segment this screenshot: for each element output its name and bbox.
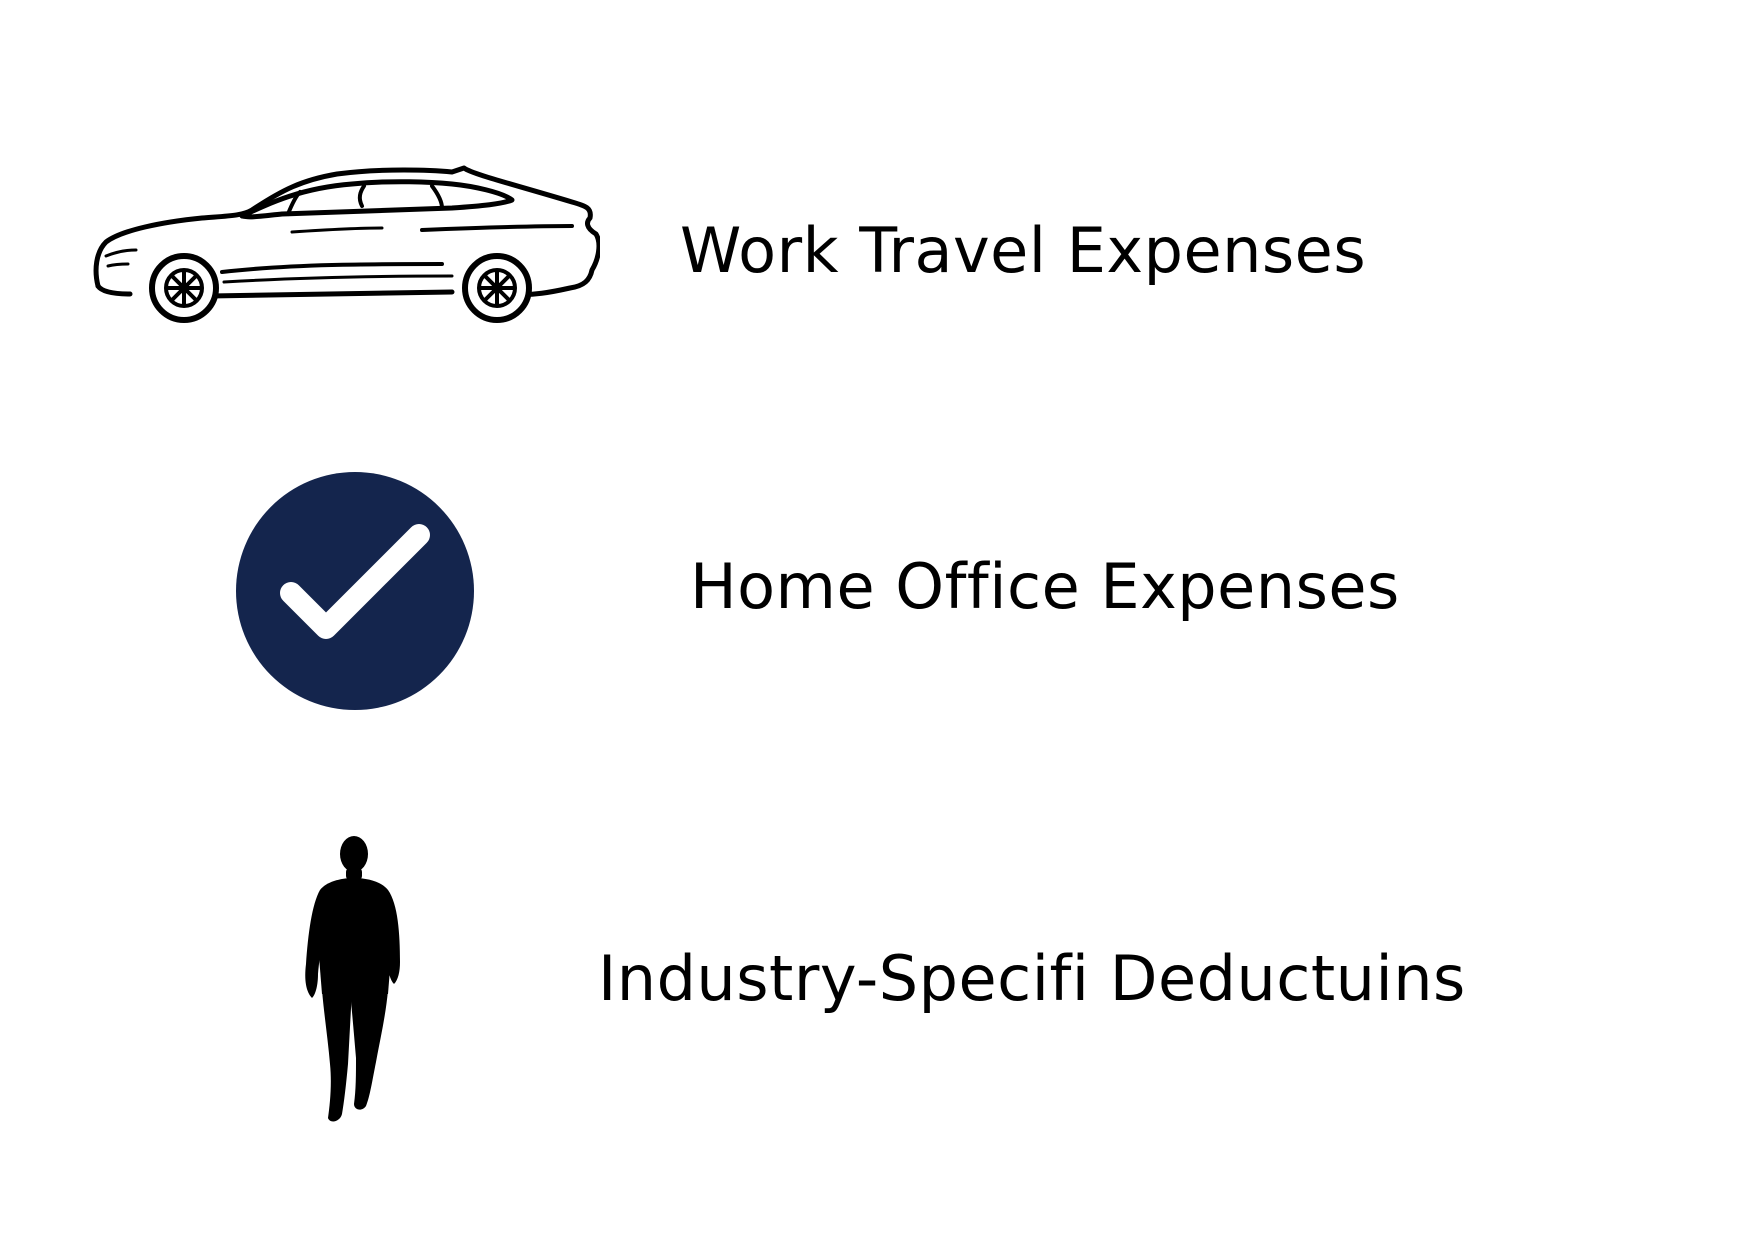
car-icon [92,160,602,326]
walking-person-icon [300,834,408,1126]
check-circle-icon [236,472,474,710]
item-label: Industry-Specifi Deductuins [598,942,1466,1015]
item-label: Home Office Expenses [690,550,1400,623]
item-label: Work Travel Expenses [680,214,1367,287]
